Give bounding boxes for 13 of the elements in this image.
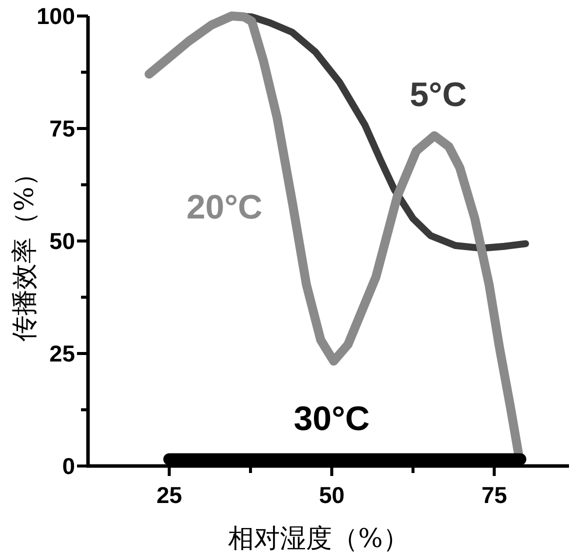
x-tick-label: 25 [156,482,182,508]
y-tick-label: 50 [49,228,75,254]
series-label: 5°C [410,76,467,114]
y-tick-label: 25 [49,340,76,366]
y-tick-label: 75 [49,116,76,142]
y-axis-title: 传播效率（%） [10,160,40,342]
y-tick-label: 0 [62,453,75,479]
x-axis-title: 相对湿度（%） [228,524,409,554]
x-tick-label: 50 [318,482,345,508]
x-tick-label: 75 [481,482,508,508]
series-label: 30°C [294,400,370,438]
series-label: 20°C [186,188,262,226]
y-tick-label: 100 [36,3,75,29]
